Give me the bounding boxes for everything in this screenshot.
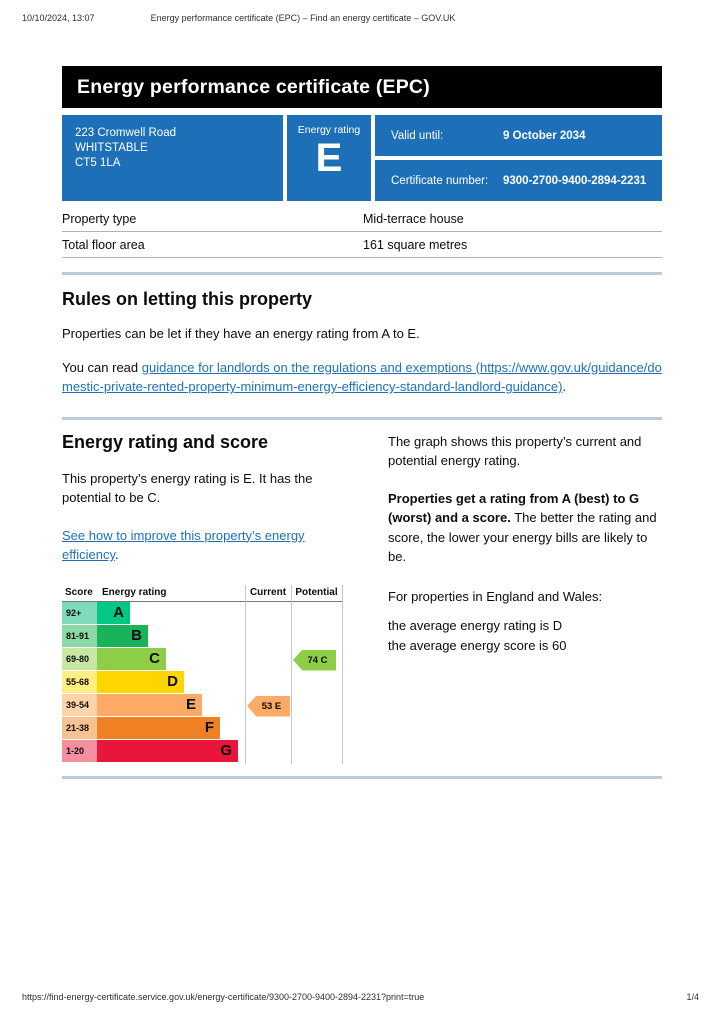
band-c-score-range: 69-80 [62, 647, 97, 670]
band-g-score-range: 1-20 [62, 739, 97, 762]
energy-rating-label: Energy rating [297, 124, 361, 136]
chart-header-current: Current [249, 586, 287, 598]
rules-paragraph-2: You can read guidance for landlords on t… [62, 358, 662, 397]
valid-until-value: 9 October 2034 [503, 129, 586, 142]
print-footer-url: https://find-energy-certificate.service.… [22, 992, 425, 1002]
property-type-label: Property type [62, 212, 137, 226]
current-rating-arrow: 53 E [247, 695, 290, 717]
floor-area-label: Total floor area [62, 238, 145, 252]
chart-column-divider [342, 584, 343, 764]
certificate-number-row: Certificate number: 9300-2700-9400-2894-… [375, 160, 662, 201]
rating-summary-text: This property’s energy rating is E. It h… [62, 470, 313, 506]
band-g-bar: G [97, 739, 238, 762]
epc-rating-chart: Score Energy rating Current Potential 92… [62, 584, 343, 764]
epc-band-f: 21-38 F [62, 716, 343, 740]
improve-efficiency-link[interactable]: See how to improve this property’s energ… [62, 527, 305, 563]
band-d-bar: D [97, 670, 184, 693]
energy-rating-box: Energy rating E [287, 115, 371, 201]
rules-paragraph-1: Properties can be let if they have an en… [62, 326, 420, 341]
rating-explanation-bold: Properties get a rating from A (best) to… [388, 490, 640, 526]
epc-band-e: 39-54 E [62, 693, 343, 717]
valid-until-label: Valid until: [391, 129, 444, 142]
epc-band-c: 69-80 C [62, 647, 343, 671]
section-divider [62, 775, 662, 779]
rules-section: Rules on letting this property Propertie… [62, 289, 662, 397]
certificate-number-value: 9300-2700-9400-2894-2231 [503, 174, 647, 187]
energy-rating-heading: Energy rating and score [62, 431, 269, 452]
energy-rating-section: Energy rating and score This property’s … [62, 432, 662, 764]
epc-band-d: 55-68 D [62, 670, 343, 694]
energy-rating-left-column: Energy rating and score This property’s … [62, 432, 360, 764]
improve-link-suffix: . [115, 547, 119, 562]
epc-band-b: 81-91 B [62, 624, 343, 648]
average-stats-text: the average energy rating is D the averag… [388, 616, 662, 655]
energy-rating-right-column: The graph shows this property’s current … [388, 432, 662, 764]
rating-explanation-text: Properties get a rating from A (best) to… [388, 489, 662, 567]
rating-explanation-rest: The better the rating and score, the low… [388, 510, 657, 564]
certificate-title-banner: Energy performance certificate (EPC) [62, 66, 662, 108]
improve-efficiency-paragraph: See how to improve this property’s energ… [62, 526, 360, 565]
band-a-score-range: 92+ [62, 601, 97, 624]
potential-rating-arrow: 74 C [293, 649, 336, 671]
certificate-validity-box: Valid until: 9 October 2034 Certificate … [375, 115, 662, 201]
section-divider [62, 272, 662, 275]
band-b-score-range: 81-91 [62, 624, 97, 647]
property-type-value: Mid-terrace house [363, 212, 464, 226]
valid-until-row: Valid until: 9 October 2034 [375, 115, 662, 156]
epc-band-g: 1-20 G [62, 739, 343, 763]
property-details-table: Property type Mid-terrace house Total fl… [62, 206, 662, 258]
address-line-3: CT5 1LA [75, 157, 121, 169]
band-e-score-range: 39-54 [62, 693, 97, 716]
certificate-summary-banner: 223 Cromwell Road WHITSTABLE CT5 1LA Ene… [62, 115, 662, 201]
print-datetime: 10/10/2024, 13:07 [22, 13, 95, 23]
chart-header-score: Score [65, 586, 93, 598]
section-divider [62, 416, 662, 420]
rules-paragraph-2-suffix: . [562, 379, 567, 394]
chart-column-divider [245, 584, 246, 764]
print-page-title: Energy performance certificate (EPC) – F… [150, 13, 456, 23]
certificate-content: Energy performance certificate (EPC) 223… [62, 66, 662, 779]
average-score-line: the average energy score is 60 [388, 637, 567, 653]
average-rating-line: the average energy rating is D [388, 618, 563, 633]
chart-header-potential: Potential [295, 586, 338, 598]
epc-band-a: 92+ A [62, 601, 343, 625]
rules-heading: Rules on letting this property [62, 289, 313, 309]
print-page-number: 1/4 [686, 992, 699, 1002]
property-address: 223 Cromwell Road WHITSTABLE CT5 1LA [62, 115, 283, 201]
band-f-bar: F [97, 716, 220, 739]
floor-area-value: 161 square metres [363, 238, 468, 252]
band-b-bar: B [97, 624, 148, 647]
table-row-floor-area: Total floor area 161 square metres [62, 232, 662, 258]
band-d-score-range: 55-68 [62, 670, 97, 693]
chart-column-divider [291, 584, 292, 764]
address-line-2: WHITSTABLE [75, 142, 148, 154]
band-f-score-range: 21-38 [62, 716, 97, 739]
chart-header-energy-rating: Energy rating [102, 586, 167, 598]
rules-paragraph-2-prefix: You can read [62, 359, 142, 375]
england-wales-text: For properties in England and Wales: [388, 588, 603, 604]
certificate-title: Energy performance certificate (EPC) [77, 75, 430, 98]
address-line-1: 223 Cromwell Road [75, 127, 176, 139]
landlord-guidance-link[interactable]: guidance for landlords on the regulation… [62, 359, 662, 395]
band-a-bar: A [97, 601, 130, 624]
band-e-bar: E [97, 693, 202, 716]
epc-chart-header: Score Energy rating Current Potential [62, 585, 343, 602]
certificate-number-label: Certificate number: [391, 174, 489, 187]
band-c-bar: C [97, 647, 166, 670]
energy-rating-value: E [315, 136, 343, 180]
table-row-property-type: Property type Mid-terrace house [62, 206, 662, 232]
graph-description-text: The graph shows this property’s current … [388, 433, 642, 469]
